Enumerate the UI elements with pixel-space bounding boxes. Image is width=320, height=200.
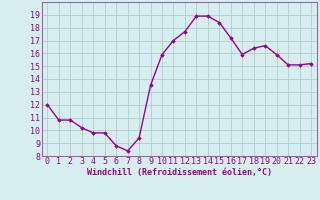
X-axis label: Windchill (Refroidissement éolien,°C): Windchill (Refroidissement éolien,°C) (87, 168, 272, 177)
